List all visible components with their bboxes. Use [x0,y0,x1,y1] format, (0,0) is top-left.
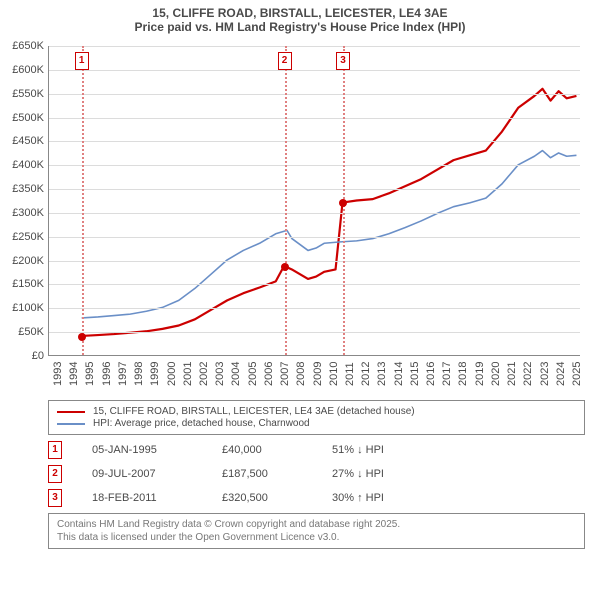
y-axis-label: £50K [0,326,44,338]
x-axis-label: 2001 [182,362,186,386]
x-axis-label: 2022 [522,362,526,386]
x-axis-label: 1994 [68,362,72,386]
x-axis-label: 2009 [312,362,316,386]
x-axis-label: 1997 [117,362,121,386]
footer-line2: This data is licensed under the Open Gov… [57,531,576,544]
x-axis-label: 2012 [360,362,364,386]
x-axis-label: 2005 [247,362,251,386]
sale-date: 18-FEB-2011 [92,492,192,504]
sale-row: 1 05-JAN-1995 £40,000 51% ↓ HPI [48,441,585,459]
sale-row: 3 18-FEB-2011 £320,500 30% ↑ HPI [48,489,585,507]
x-axis-label: 2014 [393,362,397,386]
y-axis-label: £250K [0,231,44,243]
x-axis-label: 2007 [279,362,283,386]
x-axis-label: 1999 [149,362,153,386]
legend-item: 15, CLIFFE ROAD, BIRSTALL, LEICESTER, LE… [57,406,576,417]
title-line2: Price paid vs. HM Land Registry's House … [0,20,600,34]
x-axis-label: 1998 [133,362,137,386]
sale-dot [281,263,289,271]
y-axis-label: £600K [0,64,44,76]
sale-row: 2 09-JUL-2007 £187,500 27% ↓ HPI [48,465,585,483]
x-axis-label: 2021 [506,362,510,386]
sale-date: 09-JUL-2007 [92,468,192,480]
x-axis-label: 2025 [571,362,575,386]
y-axis-label: £500K [0,112,44,124]
sale-diff: 51% ↓ HPI [332,444,432,456]
x-axis-label: 1995 [84,362,88,386]
legend-swatch [57,423,85,425]
title-line1: 15, CLIFFE ROAD, BIRSTALL, LEICESTER, LE… [0,6,600,20]
x-axis-label: 2008 [295,362,299,386]
footer-line1: Contains HM Land Registry data © Crown c… [57,518,576,531]
y-axis-label: £350K [0,183,44,195]
x-axis-label: 2020 [490,362,494,386]
x-axis-label: 2016 [425,362,429,386]
x-axis-label: 2010 [328,362,332,386]
sale-marker: 2 [48,465,62,483]
sale-dot [78,333,86,341]
y-axis-label: £400K [0,159,44,171]
sale-price: £320,500 [222,492,302,504]
sale-diff: 27% ↓ HPI [332,468,432,480]
x-axis-label: 2013 [376,362,380,386]
x-axis-label: 2017 [441,362,445,386]
y-axis-label: £0 [0,350,44,362]
legend: 15, CLIFFE ROAD, BIRSTALL, LEICESTER, LE… [48,400,585,435]
x-axis-label: 2003 [214,362,218,386]
y-axis-label: £100K [0,302,44,314]
legend-item: HPI: Average price, detached house, Char… [57,418,576,429]
attribution-footer: Contains HM Land Registry data © Crown c… [48,513,585,549]
sale-date: 05-JAN-1995 [92,444,192,456]
x-axis-label: 1993 [52,362,56,386]
sales-table: 1 05-JAN-1995 £40,000 51% ↓ HPI 2 09-JUL-2007… [48,441,585,507]
x-axis-label: 2002 [198,362,202,386]
y-axis-label: £150K [0,278,44,290]
x-axis-label: 2000 [166,362,170,386]
sale-dot [339,199,347,207]
y-axis-label: £450K [0,135,44,147]
legend-label: 15, CLIFFE ROAD, BIRSTALL, LEICESTER, LE… [93,406,415,417]
sale-marker: 2 [278,52,292,70]
x-axis-label: 2023 [539,362,543,386]
y-axis-label: £650K [0,40,44,52]
sale-marker: 3 [48,489,62,507]
legend-label: HPI: Average price, detached house, Char… [93,418,310,429]
x-axis-label: 2006 [263,362,267,386]
x-axis-label: 1996 [101,362,105,386]
y-axis-label: £200K [0,255,44,267]
sale-marker: 1 [48,441,62,459]
sale-marker: 3 [336,52,350,70]
sale-diff: 30% ↑ HPI [332,492,432,504]
sale-price: £187,500 [222,468,302,480]
legend-swatch [57,411,85,413]
y-axis-label: £300K [0,207,44,219]
sale-price: £40,000 [222,444,302,456]
x-axis-label: 2024 [555,362,559,386]
x-axis-label: 2019 [474,362,478,386]
sale-marker: 1 [75,52,89,70]
x-axis-label: 2004 [230,362,234,386]
price-chart: £0 £50K £100K £150K £200K £250K £300K £350K £400… [0,38,600,398]
x-axis-label: 2018 [457,362,461,386]
y-axis-label: £550K [0,88,44,100]
series-line [82,151,577,318]
x-axis-label: 2011 [344,362,348,386]
x-axis-label: 2015 [409,362,413,386]
